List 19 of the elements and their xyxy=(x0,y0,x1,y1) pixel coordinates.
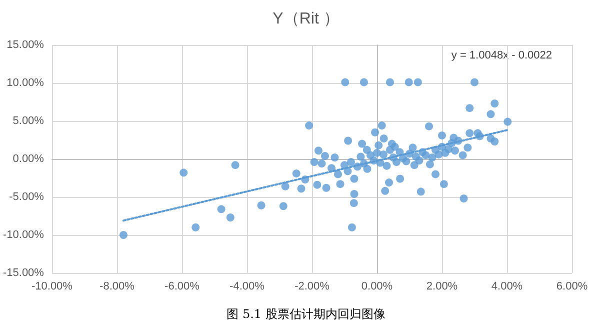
x-tick-label: 0.00% xyxy=(361,280,393,292)
y-tick-label: 15.00% xyxy=(6,39,44,51)
chart-title: Y（Rit ） xyxy=(272,10,340,28)
x-tick-label: -4.00% xyxy=(230,280,265,292)
x-tick-label: 6.00% xyxy=(556,280,588,292)
y-tick-label: 5.00% xyxy=(12,115,44,127)
y-tick-label: 10.00% xyxy=(6,77,44,89)
y-tick-label: 0.00% xyxy=(12,153,44,165)
caption: 图 5.1 股票估计期内回归图像 xyxy=(226,307,386,321)
x-tick-label: -8.00% xyxy=(100,280,135,292)
annotation: y = 1.0048x - 0.0022 xyxy=(451,50,552,62)
x-tick-label: 2.00% xyxy=(426,280,458,292)
x-tick-label: -10.00% xyxy=(31,280,73,292)
x-tick-label: 4.00% xyxy=(491,280,523,292)
y-tick-label: -10.00% xyxy=(2,229,44,241)
x-tick-label: -6.00% xyxy=(164,280,200,292)
y-tick-label: -15.00% xyxy=(2,267,44,279)
x-tick-label: -2.00% xyxy=(294,280,330,292)
y-tick-label: -5.00% xyxy=(9,191,44,203)
